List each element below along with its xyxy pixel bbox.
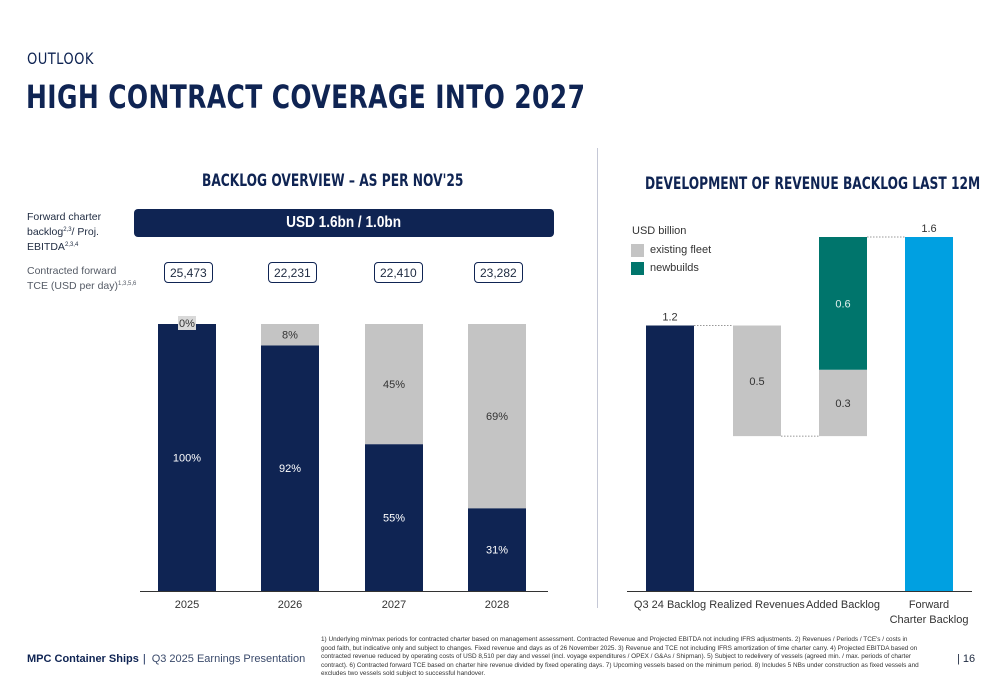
bar-segment-newbuilds bbox=[819, 237, 867, 370]
backlog-stacked-bar-chart: 100% 0% 2025 92% 8% 2026 55% 45% 2027 31% 69% 2028 bbox=[140, 316, 548, 611]
footnote-ref: 2,3,4 bbox=[64, 242, 79, 248]
data-label-bg bbox=[178, 316, 196, 330]
footer-brand: MPC Container Ships | Q3 2025 Earnings Pre… bbox=[27, 653, 305, 665]
data-label-segment: 0.3 bbox=[835, 398, 850, 410]
data-label-total: 1.2 bbox=[662, 312, 677, 324]
backlog-overview-title: BACKLOG OVERVIEW – AS PER NOV'25 bbox=[202, 171, 464, 191]
x-tick-label: Charter Backlog bbox=[890, 614, 969, 626]
backlog-row-label: Forward charter backlog2,3/ Proj. EBITDA… bbox=[27, 211, 101, 254]
legend-swatch-existing-fleet bbox=[631, 243, 644, 257]
revenue-backlog-title: DEVELOPMENT OF REVENUE BACKLOG LAST 12M bbox=[645, 174, 981, 194]
data-label-segment: 0.5 bbox=[749, 376, 764, 388]
x-tick-label: Realized Revenues bbox=[709, 599, 805, 611]
section-label: OUTLOOK bbox=[27, 49, 94, 68]
bar-segment-existing-fleet bbox=[819, 369, 867, 437]
footer-separator: | bbox=[142, 653, 146, 665]
tce-value-2028: 23,282 bbox=[474, 262, 523, 283]
legend-item-existing-fleet: existing fleet bbox=[631, 241, 711, 259]
data-label-contracted-2026: 92% bbox=[279, 463, 301, 475]
data-label-open-2026: 8% bbox=[282, 330, 298, 342]
tce-row-label-line1: Contracted forward bbox=[27, 265, 117, 277]
x-tick-label-2025: 2025 bbox=[175, 599, 199, 611]
page-number: | 16 bbox=[957, 653, 976, 665]
bar-open-2027 bbox=[365, 324, 423, 445]
data-label-contracted-2025: 100% bbox=[173, 453, 201, 465]
backlog-row-label-line3: EBITDA bbox=[27, 241, 65, 253]
footnote-ref: 2,3 bbox=[63, 227, 72, 233]
tce-row-label: Contracted forward TCE (USD per day)1,3,… bbox=[27, 265, 136, 293]
x-tick-label-2027: 2027 bbox=[382, 599, 406, 611]
backlog-ebitda-value: USD 1.6bn / 1.0bn bbox=[286, 214, 402, 231]
legend-swatch-newbuilds bbox=[631, 261, 644, 275]
presentation-name: Q3 2025 Earnings Presentation bbox=[151, 653, 306, 665]
legend-label: existing fleet bbox=[650, 244, 712, 256]
data-label-segment: 0.6 bbox=[835, 298, 850, 310]
company-name: MPC Container Ships bbox=[27, 653, 139, 665]
data-label-open-2027: 45% bbox=[383, 379, 405, 391]
data-label-contracted-2027: 55% bbox=[383, 513, 405, 525]
backlog-row-label-line2: backlog bbox=[27, 226, 64, 238]
backlog-row-label-line2b: / Proj. bbox=[71, 226, 99, 238]
page-title: HIGH CONTRACT COVERAGE INTO 2027 bbox=[26, 78, 586, 116]
x-tick-label-2028: 2028 bbox=[485, 599, 509, 611]
tce-value-2025: 25,473 bbox=[164, 262, 213, 283]
chart-legend: existing fleet newbuilds bbox=[631, 241, 711, 277]
backlog-ebitda-banner: USD 1.6bn / 1.0bn bbox=[134, 209, 554, 237]
legend-item-newbuilds: newbuilds bbox=[631, 259, 711, 277]
x-tick-label: Forward bbox=[909, 599, 949, 611]
tce-row-label-line2: TCE (USD per day) bbox=[27, 280, 119, 292]
footnote-ref: 1,3,5,6 bbox=[118, 281, 137, 287]
bar-open-2028 bbox=[468, 324, 526, 509]
data-label-total: 1.6 bbox=[921, 223, 936, 235]
bar-q3-24-backlog bbox=[646, 325, 694, 591]
unit-label: USD billion bbox=[632, 225, 687, 237]
bar-contracted-2025 bbox=[158, 324, 216, 591]
bar-contracted-2028 bbox=[468, 508, 526, 591]
tce-value-2026: 22,231 bbox=[268, 262, 317, 283]
data-label-open-2025: 0% bbox=[179, 318, 195, 330]
bar-open-2026 bbox=[261, 324, 319, 346]
footnotes: 1) Underlying min/max periods for contra… bbox=[321, 636, 919, 678]
bar-forward-charter-backlog bbox=[905, 237, 953, 591]
bar-contracted-2027 bbox=[365, 444, 423, 591]
legend-label: newbuilds bbox=[650, 262, 699, 274]
backlog-row-label-line1: Forward charter bbox=[27, 211, 102, 223]
x-tick-label-2026: 2026 bbox=[278, 599, 302, 611]
bar-contracted-2026 bbox=[261, 345, 319, 591]
tce-value-2027: 22,410 bbox=[374, 262, 423, 283]
panel-divider bbox=[597, 148, 598, 608]
x-tick-label: Q3 24 Backlog bbox=[634, 599, 706, 611]
data-label-contracted-2028: 31% bbox=[486, 545, 508, 557]
data-label-open-2028: 69% bbox=[486, 411, 508, 423]
x-tick-label: Added Backlog bbox=[806, 599, 880, 611]
revenue-backlog-waterfall-chart: 1.2 0.5 0.3 0.6 1.6 Q3 24 Backlog Realized Rev… bbox=[627, 223, 972, 626]
bar-segment-existing-fleet bbox=[733, 325, 781, 437]
